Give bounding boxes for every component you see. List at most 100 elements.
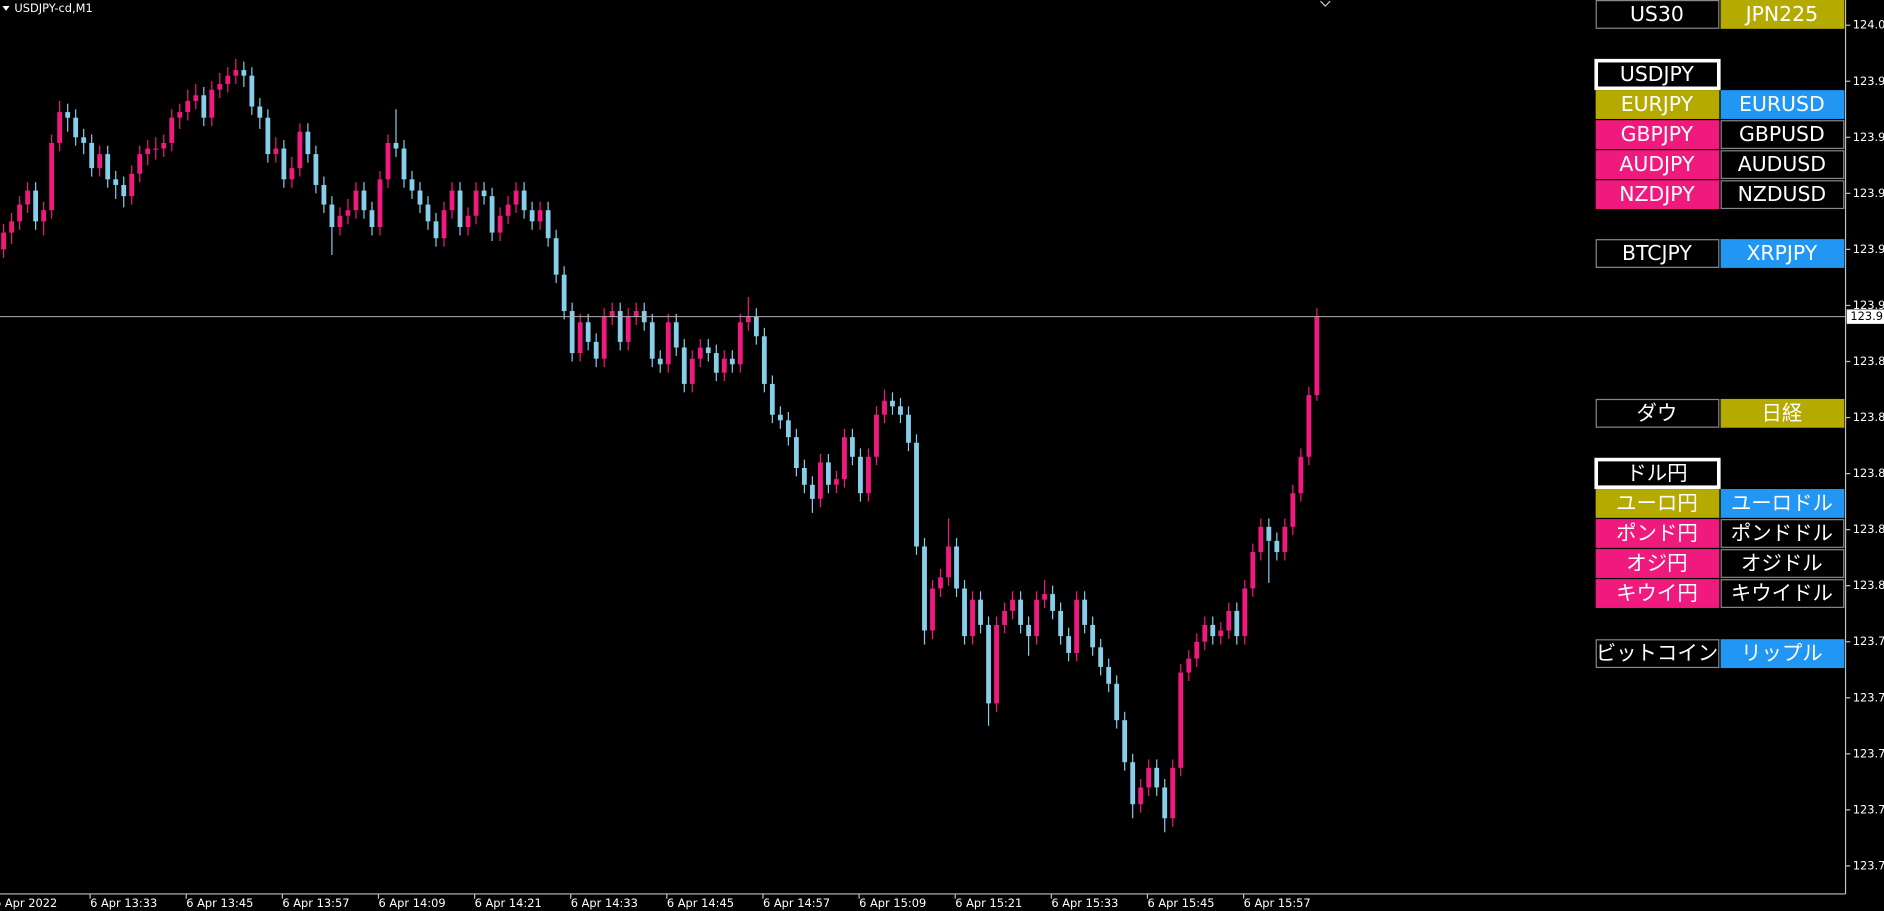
symbol-button[interactable]: USDJPY [1594,58,1721,91]
button-label[interactable]: ポンド円 [1616,521,1698,545]
candle-body [129,173,135,197]
candle-body [1178,672,1184,768]
symbol-button[interactable]: NZDUSD [1720,180,1845,210]
button-label[interactable]: GBPUSD [1739,122,1825,146]
button-face[interactable] [1595,549,1720,578]
candle-body [681,347,687,384]
symbol-button[interactable]: ポンドドル [1720,519,1845,548]
candle-body [521,190,527,211]
button-label[interactable]: オジ円 [1626,551,1687,575]
button-face[interactable] [1720,180,1845,210]
candle-body [225,75,231,85]
symbol-button[interactable]: XRPJPY [1720,239,1845,268]
button-label[interactable]: US30 [1630,2,1684,26]
button-label[interactable]: リップル [1741,641,1823,665]
x-tick-label: 6 Apr 15:57 [1244,896,1311,910]
button-label[interactable]: XRPJPY [1746,241,1817,265]
symbol-button[interactable]: ユーロドル [1720,489,1845,518]
button-face[interactable] [1595,239,1720,268]
button-face[interactable] [1720,549,1845,578]
symbol-button[interactable]: GBPUSD [1720,120,1845,149]
button-face[interactable] [1594,457,1721,490]
symbol-button[interactable]: ドル円 [1594,457,1721,490]
button-label[interactable]: ユーロ円 [1616,491,1698,515]
symbol-button[interactable]: リップル [1720,639,1845,669]
candle-body [1082,599,1088,625]
button-label[interactable]: キウイ円 [1616,581,1698,605]
symbol-button[interactable]: NZDJPY [1595,180,1720,210]
button-face[interactable] [1595,489,1720,518]
button-face[interactable] [1595,90,1720,119]
button-label[interactable]: USDJPY [1620,62,1694,86]
symbol-button[interactable]: AUDJPY [1595,150,1720,180]
candle-body [105,154,111,180]
candle-body [409,179,415,191]
symbol-button[interactable]: US30 [1595,0,1720,29]
button-label[interactable]: キウイドル [1731,581,1833,605]
candle-body [1234,610,1240,637]
button-label[interactable]: BTCJPY [1622,241,1692,265]
symbol-button[interactable]: キウイドル [1720,579,1845,608]
button-label[interactable]: ユーロドル [1731,491,1833,515]
candle-body [1170,767,1176,819]
button-face[interactable] [1720,239,1845,268]
candle-body [361,190,367,211]
button-label[interactable]: GBPJPY [1621,122,1694,146]
button-label[interactable]: NZDUSD [1738,182,1827,206]
button-face[interactable] [1595,150,1720,180]
symbol-button[interactable]: オジドル [1720,549,1845,578]
menu-arrow[interactable] [2,6,10,11]
candle-body [201,95,207,118]
button-label[interactable]: AUDUSD [1738,152,1826,176]
button-face[interactable] [1595,579,1720,608]
symbol-button[interactable]: ビットコイン [1595,639,1720,669]
symbol-button[interactable]: ユーロ円 [1595,489,1720,518]
button-face[interactable] [1595,120,1720,149]
button-label[interactable]: ドル円 [1626,461,1687,485]
symbol-button[interactable]: 日経 [1720,398,1845,428]
button-face[interactable] [1720,519,1845,548]
button-label[interactable]: AUDJPY [1619,152,1694,176]
symbol-button[interactable]: ポンド円 [1595,519,1720,548]
symbol-button[interactable]: BTCJPY [1595,239,1720,268]
button-face[interactable] [1720,0,1845,29]
button-label[interactable]: JPN225 [1744,2,1819,26]
button-face[interactable] [1595,398,1720,428]
button-face[interactable] [1720,150,1845,180]
button-label[interactable]: ポンドドル [1731,521,1833,545]
button-face[interactable] [1595,180,1720,210]
candle-body [1258,526,1264,553]
button-label[interactable]: オジドル [1741,551,1823,575]
button-face[interactable] [1720,90,1845,119]
symbol-button[interactable]: オジ円 [1595,549,1720,578]
symbol-button[interactable]: AUDUSD [1720,150,1845,180]
symbol-button[interactable]: EURUSD [1720,90,1845,119]
button-label[interactable]: ダウ [1637,401,1678,425]
y-tick-label: 123.8 [1853,410,1884,424]
candle-body [801,467,807,485]
button-face[interactable] [1595,519,1720,548]
button-face[interactable] [1595,0,1720,29]
button-label[interactable]: 日経 [1761,401,1802,425]
symbol-button[interactable]: ダウ [1595,398,1720,428]
button-label[interactable]: NZDJPY [1619,182,1695,206]
candle-body [1074,599,1080,653]
button-face[interactable] [1720,398,1845,428]
button-label[interactable]: EURUSD [1739,92,1825,116]
symbol-button[interactable]: JPN225 [1720,0,1845,29]
button-label[interactable]: ビットコイン [1596,641,1718,665]
symbol-button[interactable]: GBPJPY [1595,120,1720,149]
button-face[interactable] [1720,489,1845,518]
button-face[interactable] [1720,579,1845,608]
candle-body [89,142,95,169]
button-face[interactable] [1594,58,1721,91]
symbol-button[interactable]: キウイ円 [1595,579,1720,608]
y-tick-label: 124.0 [1853,18,1884,32]
button-face[interactable] [1720,120,1845,149]
symbol-button[interactable]: EURJPY [1595,90,1720,119]
candle-body [393,142,399,149]
button-face[interactable] [1595,639,1720,669]
button-label[interactable]: EURJPY [1621,92,1694,116]
candle-body [1,232,7,250]
button-face[interactable] [1720,639,1845,669]
